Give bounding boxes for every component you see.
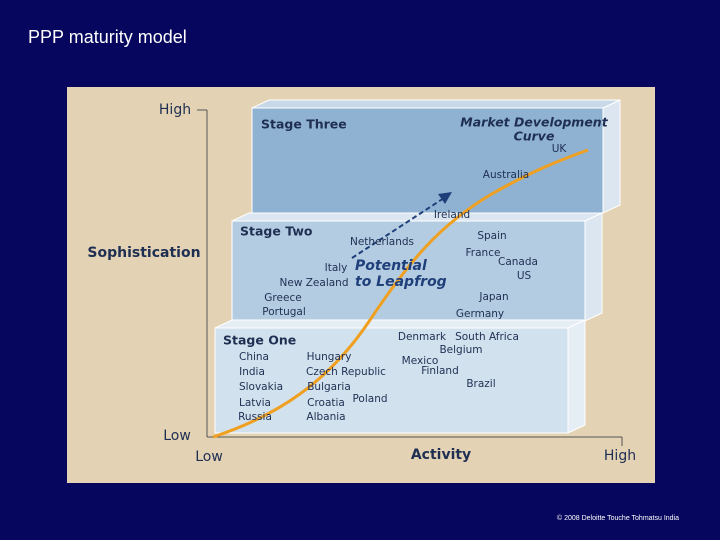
- arrow-head: [438, 192, 452, 204]
- country-label: Latvia: [239, 397, 271, 409]
- country-label: Brazil: [466, 378, 495, 390]
- box-side: [584, 212, 603, 322]
- curve-label: Market Development: [460, 115, 608, 130]
- stage-three-box: [251, 107, 604, 214]
- country-label: Australia: [483, 169, 529, 181]
- country-label: France: [466, 247, 501, 259]
- slide-title: PPP maturity model: [28, 27, 187, 47]
- country-label: New Zealand: [280, 277, 349, 289]
- country-label: Belgium: [439, 344, 482, 356]
- curve-label: Curve: [514, 129, 555, 144]
- y-high: High: [159, 102, 191, 118]
- country-label: China: [239, 351, 269, 363]
- stage-one-box: [214, 327, 569, 434]
- country-label: Poland: [352, 393, 387, 405]
- country-label: Hungary: [307, 351, 352, 363]
- country-label: Croatia: [307, 397, 345, 409]
- x-low: Low: [195, 449, 223, 465]
- country-label: Spain: [477, 230, 506, 242]
- x-label: Activity: [411, 447, 471, 463]
- box-top: [214, 319, 586, 329]
- y-label: Sophistication: [87, 245, 200, 261]
- country-label: UK: [552, 143, 568, 155]
- country-label: Denmark: [398, 331, 447, 343]
- country-label: Japan: [478, 291, 508, 303]
- leapfrog-label: to Leapfrog: [355, 274, 447, 290]
- country-label: India: [239, 366, 265, 378]
- country-label: Italy: [325, 262, 348, 274]
- stage-label: Stage Two: [240, 224, 313, 239]
- country-label: Russia: [238, 411, 272, 423]
- country-label: Ireland: [434, 209, 470, 221]
- box-top: [251, 99, 621, 109]
- stage-label: Stage One: [223, 333, 296, 348]
- y-low: Low: [163, 428, 191, 444]
- country-label: Netherlands: [350, 236, 414, 248]
- x-high: High: [604, 448, 636, 464]
- country-label: South Africa: [455, 331, 519, 343]
- development-curve: [212, 148, 589, 439]
- country-label: US: [517, 270, 532, 282]
- footer: © 2008 Deloitte Touche Tohmatsu India: [557, 514, 679, 522]
- box-top: [231, 212, 603, 222]
- stage-label: Stage Three: [261, 117, 347, 132]
- country-label: Canada: [498, 256, 538, 268]
- box-side: [567, 319, 586, 434]
- country-label: Slovakia: [239, 381, 283, 393]
- leapfrog-label: Potential: [355, 258, 427, 274]
- country-label: Albania: [306, 411, 345, 423]
- country-label: Czech Republic: [306, 366, 386, 378]
- country-label: Portugal: [262, 306, 306, 318]
- country-label: Bulgaria: [307, 381, 351, 393]
- leapfrog-arrow: [351, 197, 445, 259]
- country-label: Germany: [456, 308, 504, 320]
- country-label: Finland: [421, 365, 459, 377]
- country-label: Greece: [264, 292, 301, 304]
- country-label: Mexico: [402, 355, 439, 367]
